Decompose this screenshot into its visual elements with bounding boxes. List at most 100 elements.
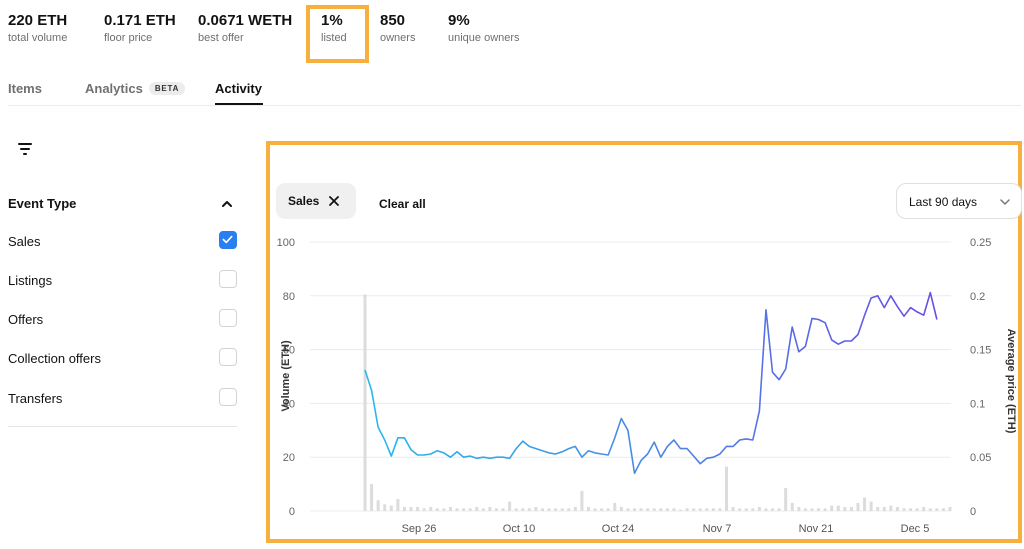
volume-bar [909,508,913,511]
check-icon [222,235,233,244]
active-filter-chip-sales[interactable]: Sales [276,183,356,219]
left-axis-tick: 20 [283,452,295,464]
transfers-checkbox[interactable] [219,388,237,406]
stat-label: best offer [198,32,244,44]
event-type-listings[interactable]: Listings [8,270,238,292]
listed-highlight-box [306,5,369,63]
beta-badge: BETA [148,82,186,95]
activity-chart-panel: Sales Clear all Last 90 days 0 20 40 60 80 10… [266,141,1022,543]
stat-owners: 850 owners [380,12,415,45]
stat-value: 0.171 ETH [104,12,176,29]
volume-bar [751,508,755,511]
volume-bar [448,506,452,511]
tab-label: Activity [215,81,262,96]
close-icon[interactable] [328,195,340,207]
volume-bar [501,508,505,511]
event-type-label: Transfers [8,391,63,406]
time-range-select[interactable]: Last 90 days [896,183,1022,219]
event-type-label: Offers [8,312,44,327]
volume-bar [757,506,761,511]
left-axis-tick: 80 [283,291,295,303]
volume-bar [363,294,367,511]
volume-bar [830,505,834,511]
volume-bar [935,508,939,511]
right-axis-title: Average price (ETH) [1005,329,1017,434]
listings-checkbox[interactable] [219,270,237,288]
volume-bar [402,506,406,511]
volume-bar [416,506,420,511]
x-axis-tick: Oct 10 [503,523,535,535]
volume-bar [422,508,426,511]
event-type-sales[interactable]: Sales [8,231,238,253]
right-axis-tick: 0.05 [970,452,991,464]
volume-bar [803,508,807,511]
volume-bar [685,508,689,511]
event-type-transfers[interactable]: Transfers [8,388,238,410]
volume-bar [659,508,663,511]
x-axis-tick: Sep 26 [402,523,437,535]
clear-all-button[interactable]: Clear all [379,197,426,211]
volume-bar [764,508,768,511]
volume-bar [494,508,498,511]
right-axis-tick: 0.2 [970,291,985,303]
volume-bar [646,508,650,511]
avg-price-line [364,291,938,475]
tab-label: Items [8,81,42,96]
event-type-title[interactable]: Event Type [8,196,77,211]
stat-unique-owners: 9% unique owners [448,12,520,45]
sales-checkbox[interactable] [219,231,237,249]
volume-bar [560,508,564,511]
event-type-offers[interactable]: Offers [8,309,238,331]
volume-bar [514,508,518,511]
active-tab-indicator [215,103,263,105]
stat-total-volume: 220 ETH total volume [8,12,67,45]
tab-items[interactable]: Items [8,81,42,96]
chevron-up-icon[interactable] [220,197,234,211]
volume-bar [790,502,794,511]
volume-bar [876,506,880,511]
event-type-label: Collection offers [8,351,101,366]
volume-bar [665,508,669,511]
volume-bar [567,508,571,511]
volume-bar [383,504,387,511]
right-axis-tick: 0.25 [970,237,991,249]
tab-activity[interactable]: Activity [215,81,262,96]
x-axis-tick: Nov 21 [799,523,834,535]
volume-bar [731,506,735,511]
volume-bar [810,508,814,511]
volume-bar [370,484,374,511]
volume-bar [941,508,945,511]
volume-bar [468,508,472,511]
volume-bar [554,508,558,511]
offers-checkbox[interactable] [219,309,237,327]
tab-analytics[interactable]: Analytics BETA [85,81,186,96]
stat-value: 1% [321,12,343,29]
volume-bar [915,508,919,511]
volume-bar [475,506,479,511]
right-axis-tick: 0.15 [970,345,991,357]
volume-bar [679,509,683,511]
sidebar-divider [8,426,237,427]
collection-offers-checkbox[interactable] [219,348,237,366]
volume-bar [725,466,729,511]
event-type-label: Sales [8,234,41,249]
tab-label: Analytics [85,81,143,96]
volume-bar [521,508,525,511]
tabs-divider [8,105,1021,106]
volume-bar [843,506,847,511]
volume-bar [922,506,926,511]
volume-bar [672,508,676,511]
volume-bar [882,506,886,511]
volume-bar [797,506,801,511]
stat-value: 220 ETH [8,12,68,29]
volume-bar [738,508,742,511]
volume-bar [784,488,788,511]
volume-bar [928,508,932,511]
stat-floor-price: 0.171 ETH floor price [104,12,176,45]
volume-bar [540,508,544,511]
stat-best-offer: 0.0671 WETH best offer [198,12,292,45]
filter-lines-icon[interactable] [16,140,36,156]
volume-bar [849,506,853,511]
stat-value: 850 [380,12,406,29]
event-type-collection-offers[interactable]: Collection offers [8,348,238,370]
